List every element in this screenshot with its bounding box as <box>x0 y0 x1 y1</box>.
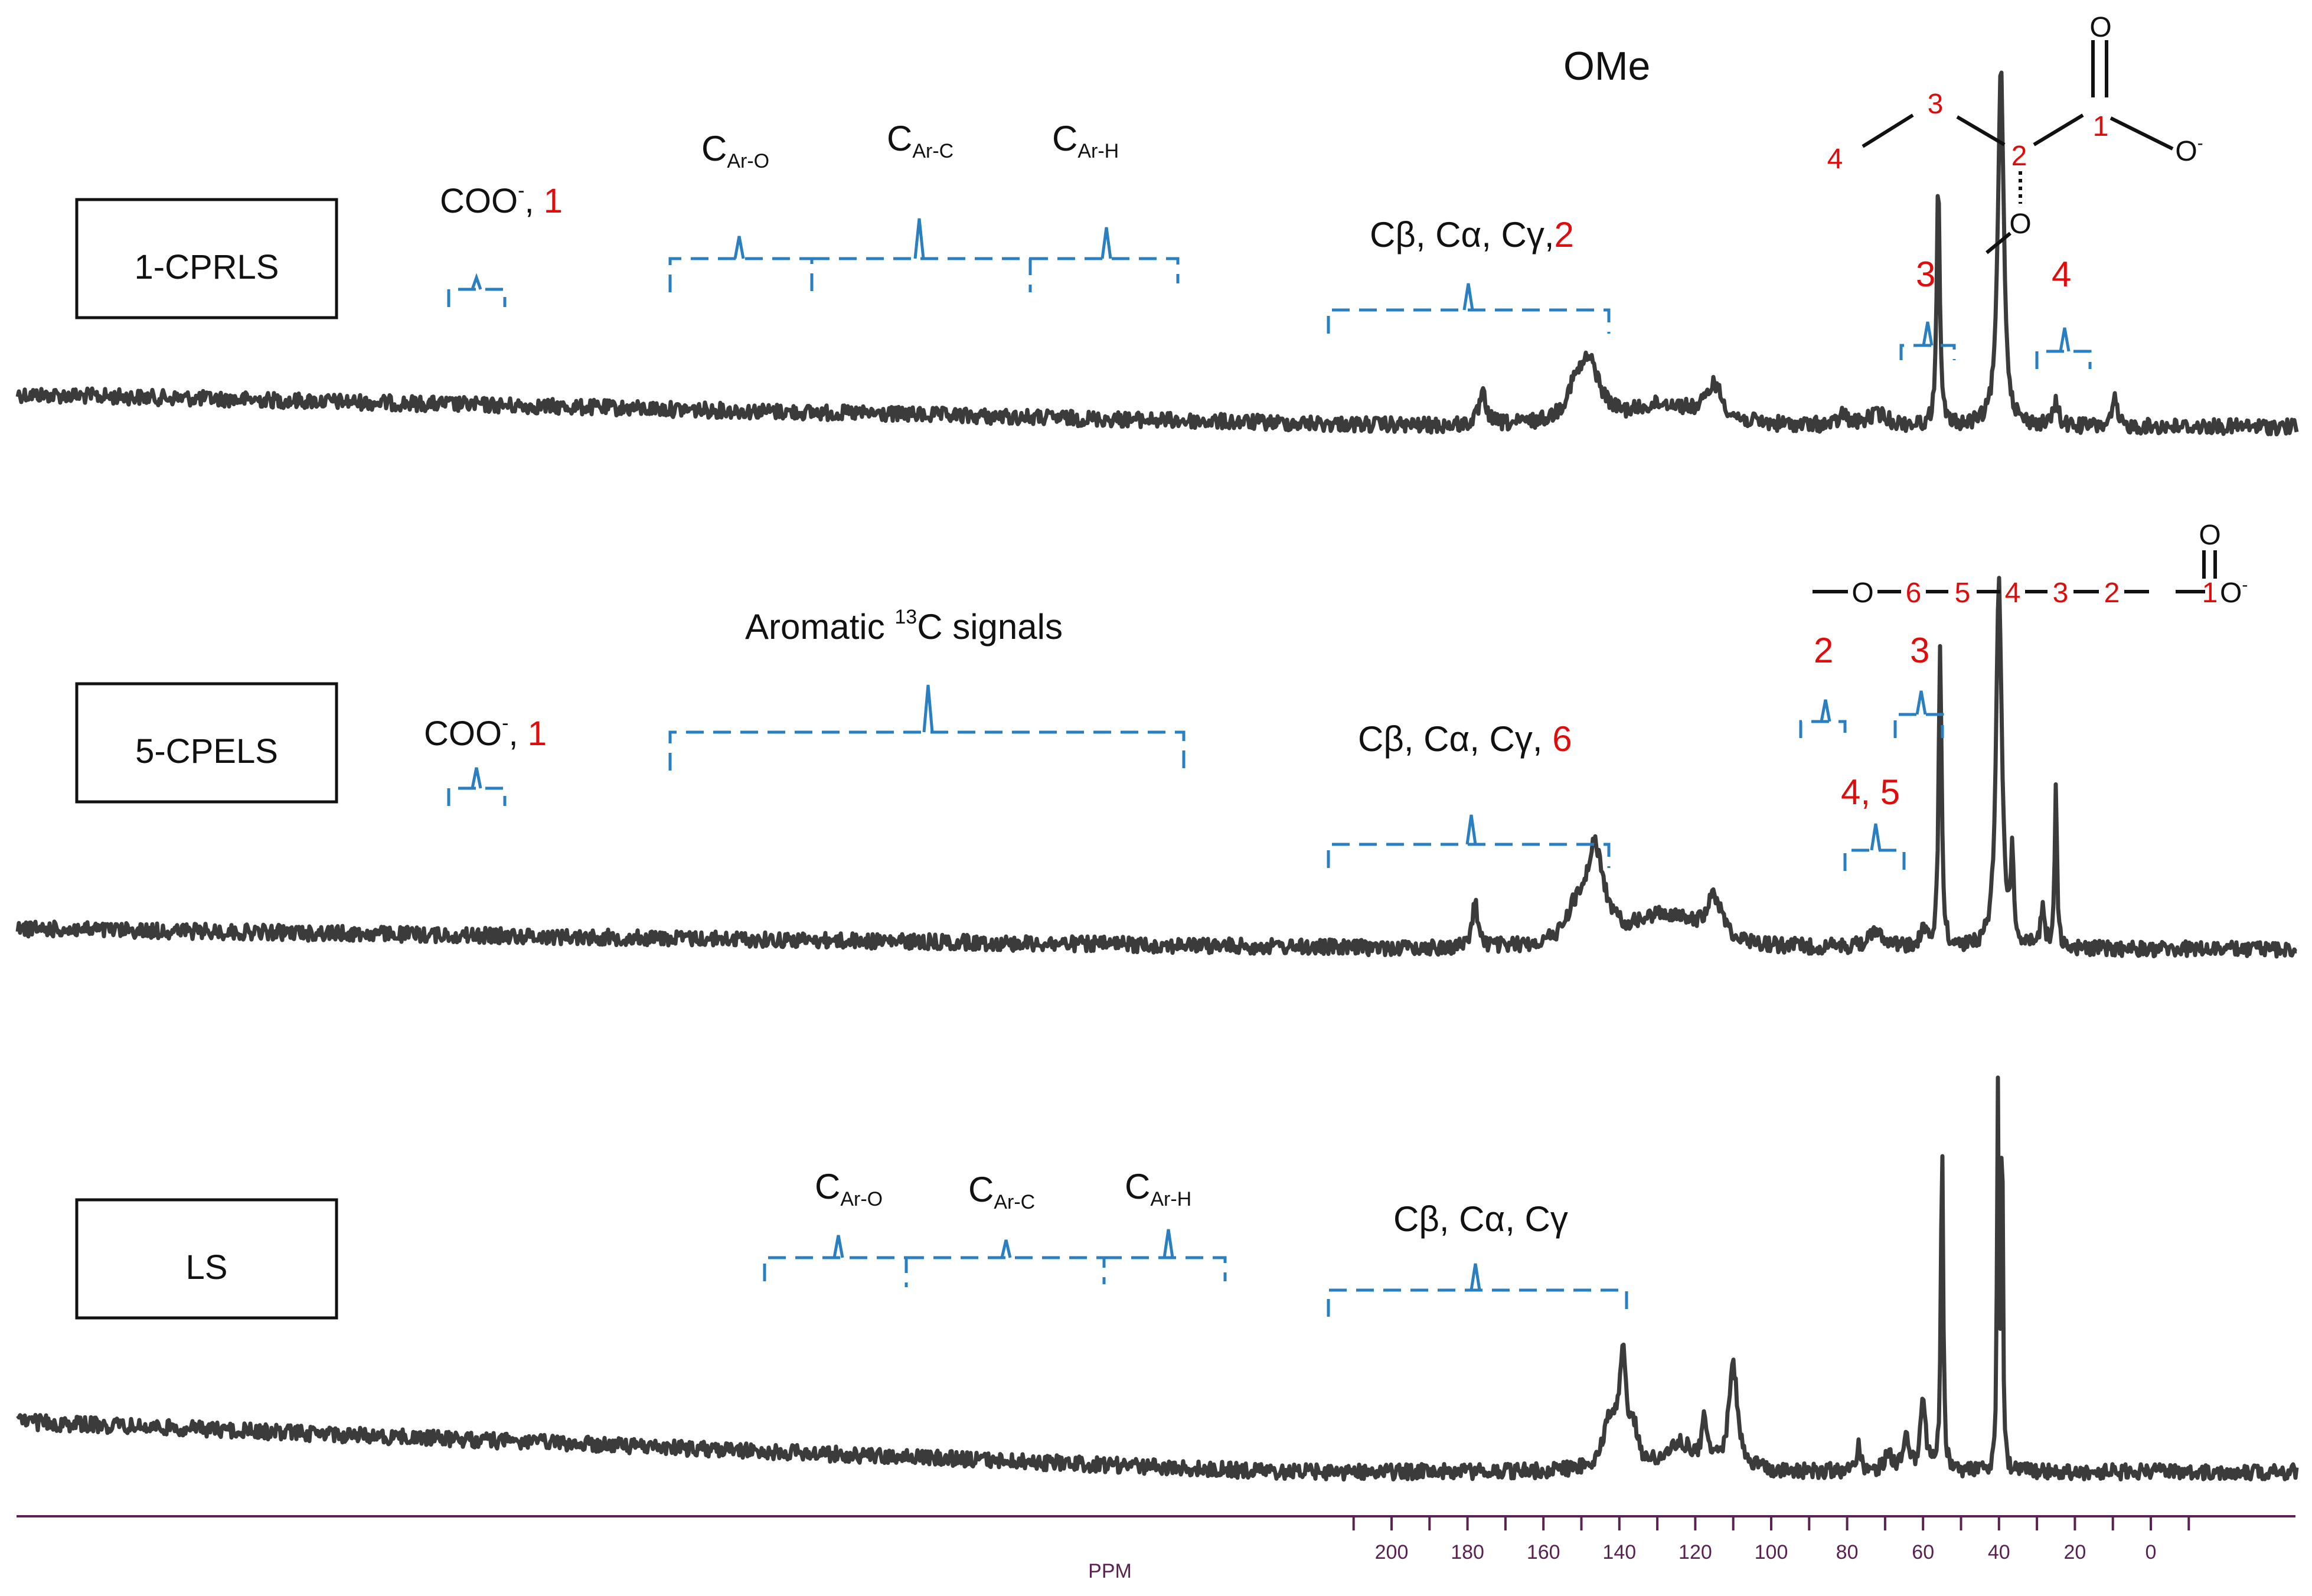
spectrum-ls <box>16 1075 2299 1482</box>
bracket-ar-o-3 <box>763 1256 908 1287</box>
brackets-panel-3 <box>763 1229 1628 1317</box>
mol1-carbonyl-o: O <box>2089 12 2111 43</box>
mol2-carbonyl-o: O <box>2199 520 2220 551</box>
label-peak-45-2: 4, 5 <box>1841 772 1900 812</box>
mol1-atom-3: 3 <box>1928 89 1944 120</box>
label-car-c-3: CAr-C <box>968 1170 1035 1213</box>
mol2-atom-4: 4 <box>2005 577 2021 609</box>
mol1-atom-4: 4 <box>1827 143 1843 175</box>
bracket-3-1 <box>1899 344 1956 360</box>
label-peak-3-2: 3 <box>1910 631 1929 670</box>
label-coo-2: COO-, 1 <box>424 712 547 753</box>
label-ome: OMe <box>1563 44 1650 89</box>
label-car-h-3: CAr-H <box>1125 1167 1191 1210</box>
label-car-h-1: CAr-H <box>1052 119 1119 162</box>
molecule-2-structure: O 6 5 4 3 2 1 O O- <box>1813 520 2248 609</box>
x-tick-label: 0 <box>2146 1541 2157 1564</box>
label-cbg-1: Cβ, Cα, Cγ,2 <box>1370 215 1574 254</box>
mol2-atom-6: 6 <box>1906 577 1922 609</box>
label-box-text: 1-CPRLS <box>135 248 279 286</box>
bracket-coo-1 <box>447 288 507 307</box>
label-box-ls: LS <box>75 1198 338 1320</box>
bracket-ar-c-3 <box>906 1256 1106 1284</box>
label-box-1-cprls: 1-CPRLS <box>75 198 338 319</box>
label-cbg-3: Cβ, Cα, Cγ <box>1393 1199 1568 1239</box>
label-box-text: 5-CPELS <box>135 732 278 771</box>
mol1-ether-o: O <box>2009 208 2031 240</box>
label-car-o-3: CAr-O <box>815 1167 883 1210</box>
label-car-o-1: CAr-O <box>701 129 769 172</box>
bracket-2-2 <box>1799 720 1847 738</box>
bracket-cbg-3 <box>1327 1288 1628 1317</box>
label-peak-4-1: 4 <box>2052 254 2071 294</box>
label-box-5-cpels: 5-CPELS <box>75 682 338 804</box>
x-tick-label: 20 <box>2063 1541 2086 1564</box>
bracket-4-1 <box>2035 350 2092 369</box>
mol2-ether-o: O <box>1851 577 1873 609</box>
label-cbg-2: Cβ, Cα, Cγ, 6 <box>1358 719 1572 759</box>
brackets-panel-1 <box>447 218 2092 369</box>
bracket-cbg-1 <box>1327 308 1611 334</box>
mol2-atom-2: 2 <box>2104 577 2120 609</box>
bracket-cbg-2 <box>1327 843 1611 868</box>
label-aromatic-2: Aromatic 13C signals <box>745 606 1063 647</box>
x-tick-label: 160 <box>1527 1541 1560 1564</box>
bracket-3-2 <box>1893 713 1944 738</box>
x-tick-label: 120 <box>1679 1541 1712 1564</box>
label-coo-1: COO-, 1 <box>440 179 563 220</box>
x-axis: 200 180 160 140 120 100 80 60 40 20 0 <box>17 1515 2295 1564</box>
mol2-carboxylate-o: O- <box>2220 575 2248 609</box>
molecule-1-structure: 4 3 2 1 O O- O <box>1827 12 2203 254</box>
mol1-carboxylate-o: O- <box>2175 133 2203 167</box>
spectrum-5-cpels <box>15 576 2298 959</box>
mol1-atom-1: 1 <box>2093 111 2109 142</box>
spectrum-1-cprls <box>15 70 2299 437</box>
bracket-ar-c-1 <box>812 257 1032 292</box>
bracket-ar-h-3 <box>1104 1256 1227 1281</box>
label-peak-2-2: 2 <box>1814 631 1833 670</box>
brackets-panel-2 <box>447 684 1944 871</box>
mol1-atom-2: 2 <box>2011 141 2027 172</box>
x-tick-label: 60 <box>1912 1541 1934 1564</box>
label-box-text: LS <box>186 1248 228 1287</box>
bracket-ar-h-1 <box>1030 257 1180 283</box>
bracket-ar-o-1 <box>668 257 814 292</box>
label-car-c-1: CAr-C <box>887 119 953 162</box>
x-tick-label: 180 <box>1451 1541 1484 1564</box>
x-tick-label: 140 <box>1602 1541 1636 1564</box>
mol2-atom-3: 3 <box>2053 577 2069 609</box>
x-axis-label: PPM <box>1088 1560 1132 1582</box>
x-tick-label: 80 <box>1836 1541 1859 1564</box>
mol2-atom-5: 5 <box>1955 577 1971 609</box>
label-peak-3-1: 3 <box>1916 254 1935 294</box>
x-tick-label: 100 <box>1755 1541 1788 1564</box>
bracket-coo-2 <box>447 786 507 806</box>
bracket-45-2 <box>1843 848 1906 871</box>
mol2-atom-1: 1 <box>2202 577 2218 609</box>
x-tick-label: 200 <box>1375 1541 1409 1564</box>
x-tick-label: 40 <box>1988 1541 2010 1564</box>
bracket-aromatic-2 <box>668 730 1186 771</box>
